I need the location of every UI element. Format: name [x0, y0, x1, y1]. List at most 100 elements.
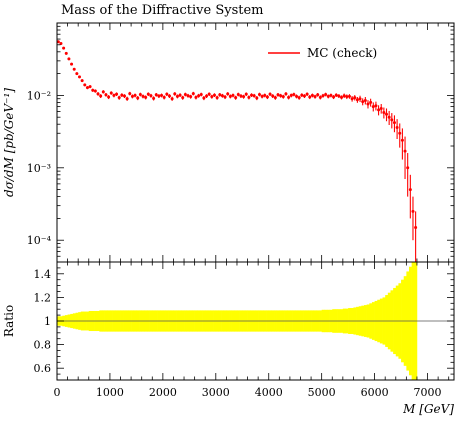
point-marker	[125, 97, 129, 101]
data-point	[80, 79, 84, 83]
point-marker	[62, 46, 66, 50]
point-marker	[244, 92, 248, 96]
data-point	[324, 92, 328, 97]
data-point	[284, 92, 288, 96]
data-point	[122, 94, 126, 99]
point-marker	[170, 97, 174, 101]
point-marker	[271, 94, 275, 98]
data-point	[83, 83, 87, 87]
data-point	[210, 94, 214, 99]
point-marker	[239, 94, 243, 98]
data-point	[265, 95, 269, 100]
data-point	[334, 93, 338, 98]
data-point	[88, 85, 92, 89]
data-point	[146, 92, 150, 97]
data-point	[398, 123, 402, 148]
point-marker	[406, 166, 410, 170]
data-point	[202, 96, 206, 101]
point-marker	[345, 95, 349, 99]
point-marker	[242, 95, 246, 99]
data-point	[236, 92, 240, 97]
data-point	[403, 136, 407, 180]
ratio-y-axis: 0.6 0.8 1 1.2 1.4	[34, 261, 454, 381]
data-point	[276, 92, 280, 97]
point-marker	[207, 92, 211, 96]
data-point	[231, 93, 235, 98]
point-marker	[133, 93, 137, 97]
point-marker	[205, 94, 209, 98]
data-point	[173, 92, 177, 96]
point-marker	[215, 96, 219, 100]
data-point	[130, 94, 134, 99]
point-marker	[186, 94, 190, 98]
point-marker	[279, 94, 283, 98]
point-marker	[361, 100, 365, 104]
data-point	[136, 96, 140, 101]
point-marker	[210, 95, 214, 99]
point-marker	[173, 92, 177, 96]
data-point	[281, 94, 285, 99]
data-point	[377, 105, 381, 116]
point-marker	[160, 93, 164, 97]
data-point	[387, 110, 391, 126]
data-point	[326, 94, 330, 99]
point-marker	[191, 92, 195, 96]
point-marker	[183, 92, 187, 96]
point-marker	[234, 96, 238, 100]
data-point	[59, 42, 63, 46]
point-marker	[57, 40, 60, 44]
point-marker	[236, 92, 240, 96]
point-marker	[72, 67, 76, 71]
data-point	[223, 95, 227, 100]
data-point	[302, 94, 306, 99]
y-tick-label: 10⁻²	[27, 89, 51, 102]
point-marker	[385, 112, 389, 116]
point-marker	[390, 118, 394, 122]
point-marker	[99, 94, 103, 98]
data-point	[91, 88, 95, 92]
point-marker	[366, 102, 370, 106]
point-marker	[350, 97, 354, 101]
point-marker	[379, 106, 383, 110]
data-point	[385, 108, 389, 122]
ratio-tick-label: 1	[44, 315, 51, 328]
point-marker	[141, 94, 145, 98]
data-point	[117, 95, 121, 100]
data-point	[255, 96, 259, 101]
data-point	[379, 104, 383, 114]
point-marker	[91, 88, 95, 92]
data-point	[125, 96, 129, 101]
point-marker	[260, 94, 264, 98]
data-point	[191, 91, 195, 96]
point-marker	[363, 99, 367, 103]
point-marker	[414, 225, 418, 229]
data-point	[263, 93, 267, 98]
data-point	[96, 92, 100, 96]
point-marker	[387, 115, 391, 119]
y-tick-label: 10⁻⁴	[27, 234, 52, 247]
point-marker	[332, 95, 336, 99]
data-point	[244, 92, 248, 97]
data-point	[329, 93, 333, 98]
data-point	[411, 196, 415, 241]
x-tick-label: 6000	[361, 386, 389, 399]
point-marker	[112, 93, 116, 97]
point-marker	[265, 95, 269, 99]
point-marker	[321, 94, 325, 98]
data-point	[234, 95, 238, 100]
data-point	[300, 93, 304, 98]
ratio-tick-label: 0.8	[34, 339, 52, 352]
point-marker	[128, 92, 132, 96]
data-point	[247, 95, 251, 100]
data-point	[218, 92, 222, 97]
point-marker	[194, 95, 198, 99]
data-point	[62, 46, 66, 50]
point-marker	[212, 93, 216, 97]
data-point	[152, 96, 156, 101]
data-point	[239, 94, 243, 99]
data-point	[207, 92, 211, 97]
point-marker	[337, 94, 341, 98]
data-point	[77, 75, 81, 79]
data-point	[363, 97, 367, 105]
data-point	[374, 101, 378, 111]
